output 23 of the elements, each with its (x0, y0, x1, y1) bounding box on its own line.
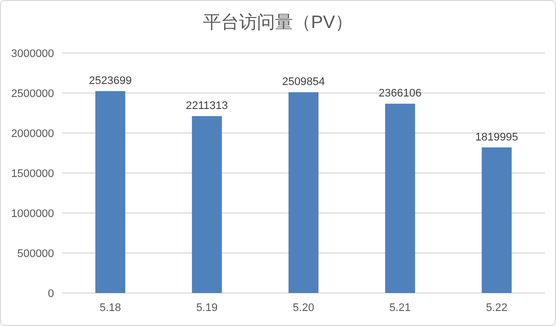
bar (192, 116, 222, 293)
y-tick-label: 0 (48, 288, 54, 300)
bar (95, 91, 126, 293)
y-tick-label: 1500000 (11, 168, 54, 180)
data-label: 2509854 (282, 76, 325, 88)
y-tick-label: 3000000 (11, 48, 54, 60)
y-tick-label: 500000 (17, 248, 54, 260)
data-label: 2366106 (378, 88, 422, 100)
y-tick-label: 2500000 (11, 88, 54, 100)
bar (482, 147, 512, 293)
data-label: 2211313 (186, 100, 228, 112)
x-tick-label: 5.19 (196, 302, 218, 314)
data-label: 2523699 (88, 75, 132, 88)
x-tick-label: 5.22 (486, 302, 508, 314)
x-tick-label: 5.20 (292, 302, 314, 314)
bar (288, 92, 318, 293)
bar (385, 104, 416, 293)
chart-title: 平台访问量（PV） (202, 12, 354, 32)
y-tick-label: 2000000 (11, 128, 54, 140)
data-label: 1819995 (475, 131, 518, 144)
y-tick-label: 1000000 (11, 208, 54, 220)
x-tick-label: 5.21 (389, 302, 411, 314)
x-tick-label: 5.18 (100, 302, 122, 314)
